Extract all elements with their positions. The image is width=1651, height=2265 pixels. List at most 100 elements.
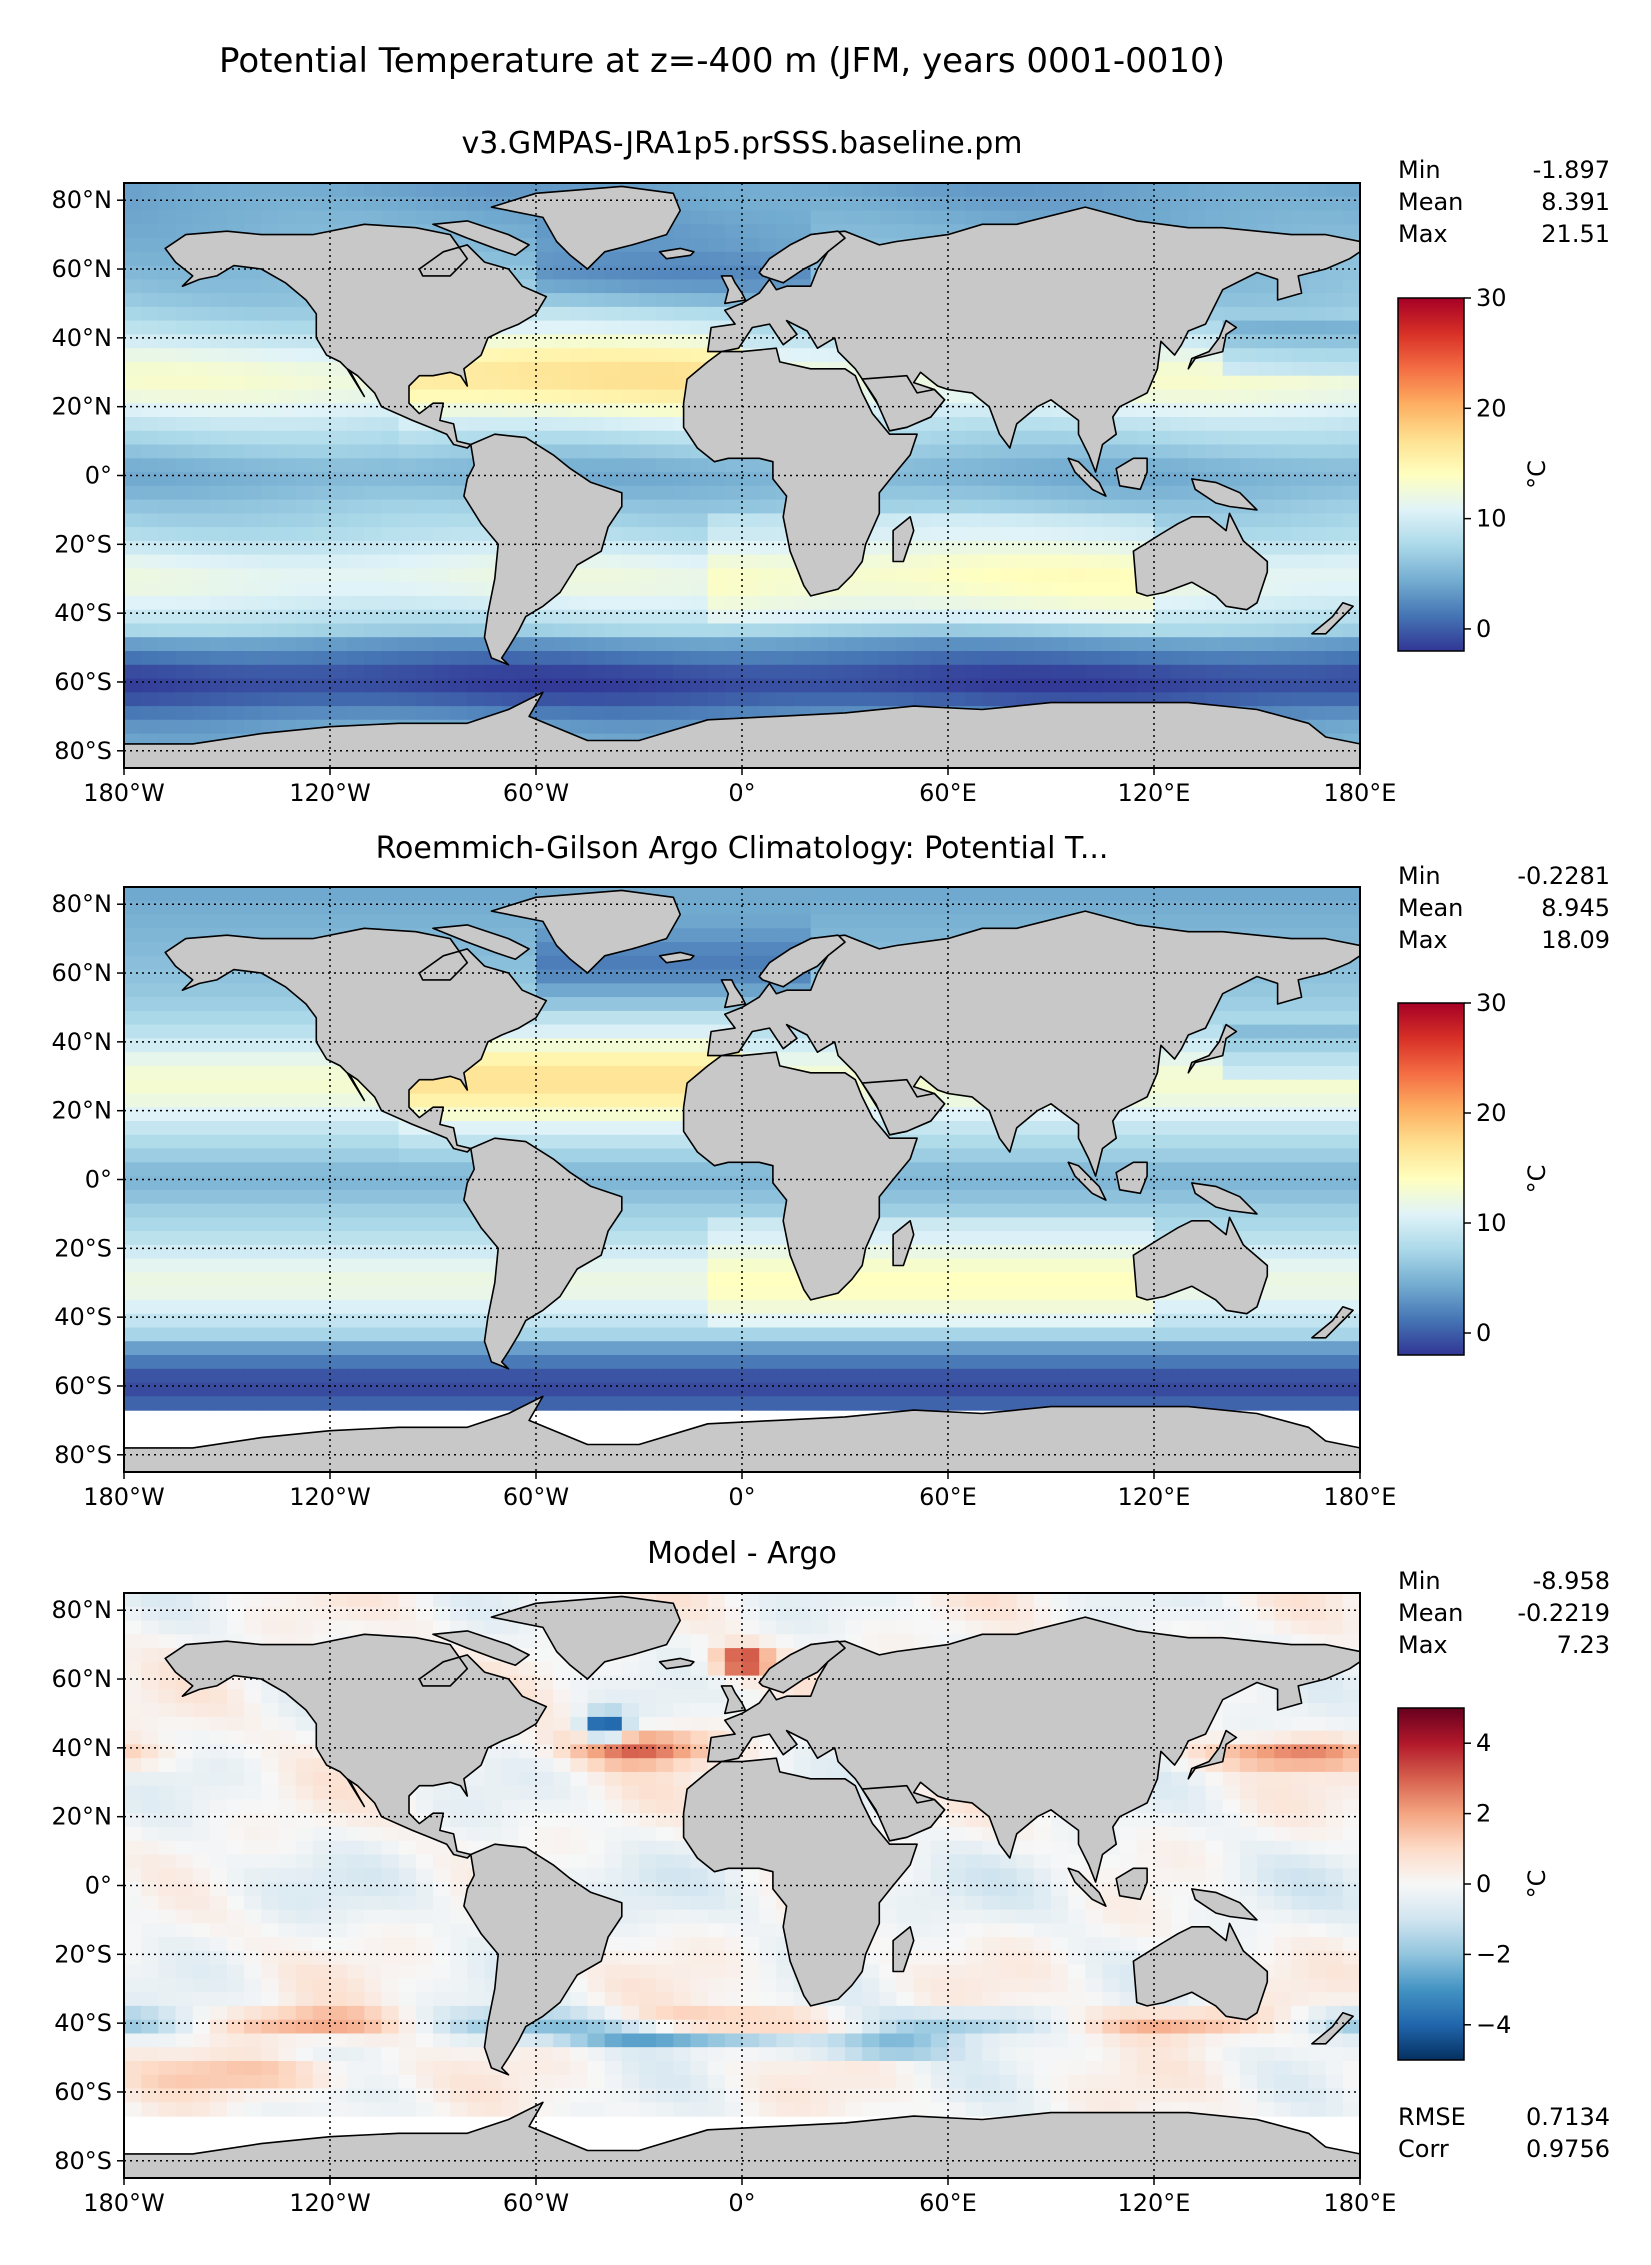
heat-cell (1325, 1065, 1344, 1081)
heat-cell (261, 1148, 280, 1163)
heat-cell (845, 183, 863, 198)
heat-cell (261, 1121, 280, 1136)
heat-cell (124, 595, 142, 611)
heat-cell (673, 183, 692, 198)
heat-cell (673, 361, 692, 377)
heat-cell (312, 1065, 331, 1081)
heat-cell (1222, 692, 1241, 707)
heat-cell (1051, 499, 1069, 514)
heat-cell (1119, 609, 1138, 625)
heat-cell (1291, 706, 1310, 721)
heat-cell (158, 1038, 177, 1053)
heat-cell (673, 1065, 692, 1081)
heat-cell (467, 651, 486, 666)
heat-cell (965, 417, 983, 432)
heat-cell (209, 1107, 228, 1122)
heat-cell (450, 623, 468, 638)
heat-cell (192, 983, 211, 998)
heat-cell (1239, 1065, 1258, 1081)
heat-cell (690, 499, 709, 514)
heat-cell (1291, 1024, 1310, 1039)
heat-cell (1051, 430, 1069, 446)
heat-cell (1136, 664, 1155, 680)
heat-cell (690, 1024, 709, 1039)
heat-cell (1325, 1231, 1344, 1246)
heat-cell (707, 928, 726, 943)
heat-cell (484, 1093, 503, 1108)
heat-cell (192, 1121, 211, 1136)
heat-cell (209, 196, 228, 212)
heat-cell (587, 582, 606, 597)
land-baffin (432, 220, 530, 257)
heat-cell (656, 444, 674, 459)
heat-cell (1102, 582, 1121, 597)
heat-cell (1342, 444, 1360, 459)
heat-cell (1308, 914, 1327, 929)
heat-cell (518, 389, 537, 404)
heat-cell (312, 595, 331, 611)
heat-cell (158, 210, 177, 225)
heat-cell (312, 1134, 331, 1150)
heat-cell (158, 1121, 177, 1136)
heat-cell (158, 900, 177, 916)
heat-cell (1136, 430, 1155, 446)
heat-cell (209, 417, 228, 432)
heat-cell (759, 609, 777, 625)
heat-cell (175, 403, 194, 418)
heat-cell (175, 183, 194, 198)
heat-cell (347, 706, 365, 721)
heat-cell (312, 361, 331, 377)
heat-cell (124, 403, 142, 418)
heat-cell (690, 1010, 709, 1026)
heat-cell (398, 623, 417, 638)
heat-cell (1068, 444, 1086, 459)
heat-cell (1033, 678, 1052, 693)
heat-cell (621, 623, 640, 638)
heat-cell (278, 568, 297, 583)
heat-cell (724, 887, 743, 902)
heat-cell (227, 1038, 245, 1053)
heat-cell (175, 1148, 194, 1163)
heat-cell (295, 485, 314, 501)
heat-cell (330, 914, 348, 929)
heat-cell (209, 375, 228, 391)
heat-cell (244, 623, 262, 638)
heat-cell (948, 595, 966, 611)
heat-cell (501, 403, 520, 418)
heat-cell (1274, 1024, 1292, 1039)
heat-cell (656, 609, 674, 625)
heat-cell (398, 485, 417, 501)
heat-cell (1308, 568, 1327, 583)
heat-cell (965, 1189, 983, 1205)
heat-cell (930, 210, 949, 225)
heat-cell (621, 527, 640, 542)
heat-cell (1325, 430, 1344, 446)
heat-cell (347, 1231, 365, 1246)
heat-cell (776, 224, 795, 239)
heat-cell (1239, 914, 1258, 929)
heat-cell (347, 1176, 365, 1191)
heat-cell (1308, 1024, 1327, 1039)
heat-cell (1051, 623, 1069, 638)
heat-cell (724, 458, 743, 473)
heat-cell (1257, 983, 1275, 998)
heat-cell (639, 1231, 657, 1246)
panel-1-map (124, 183, 1360, 768)
heat-cell (553, 678, 571, 693)
heat-cell (639, 320, 657, 335)
heat-cell (347, 472, 365, 487)
heat-cell (415, 900, 434, 916)
heat-cell (330, 623, 348, 638)
heat-cell (381, 1231, 400, 1246)
heat-cell (536, 375, 554, 391)
heat-cell (433, 678, 451, 693)
heat-cell (673, 637, 692, 652)
heat-cell (690, 678, 709, 693)
heat-cell (673, 928, 692, 943)
heat-cell (1257, 540, 1275, 556)
heat-cell (656, 1176, 674, 1191)
heat-cell (587, 1148, 606, 1163)
heat-cell (724, 485, 743, 501)
heat-cell (913, 430, 932, 446)
heat-cell (244, 1065, 262, 1081)
